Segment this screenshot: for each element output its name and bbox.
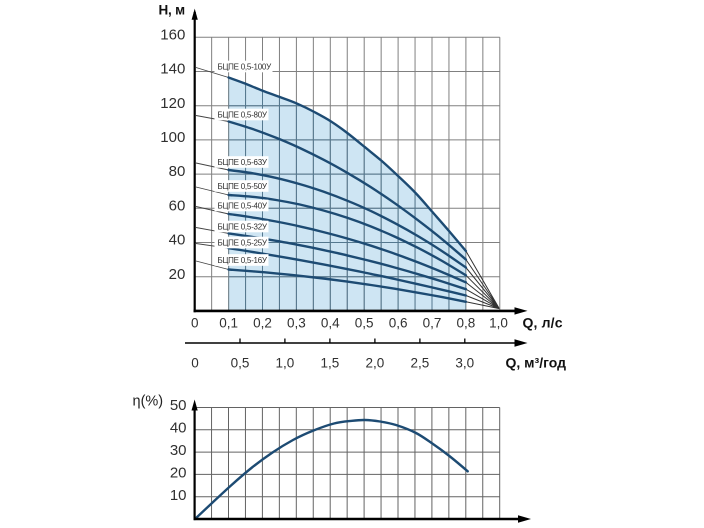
svg-text:1,5: 1,5 [321, 355, 340, 370]
svg-text:БЦПЕ 0,5-16У: БЦПЕ 0,5-16У [218, 256, 268, 265]
svg-text:2,0: 2,0 [366, 355, 385, 370]
svg-text:БЦПЕ 0,5-50У: БЦПЕ 0,5-50У [218, 182, 268, 191]
svg-text:140: 140 [160, 61, 185, 78]
svg-text:БЦПЕ 0,5-40У: БЦПЕ 0,5-40У [218, 201, 268, 210]
svg-text:2,5: 2,5 [411, 355, 430, 370]
svg-text:0,4: 0,4 [321, 315, 340, 330]
svg-text:50: 50 [170, 397, 187, 414]
svg-text:0,8: 0,8 [457, 315, 476, 330]
svg-text:1,0: 1,0 [489, 315, 508, 330]
svg-text:0: 0 [191, 315, 199, 330]
svg-text:60: 60 [169, 197, 186, 214]
svg-text:η(%): η(%) [133, 394, 164, 410]
svg-text:0,1: 0,1 [219, 315, 238, 330]
svg-text:20: 20 [169, 266, 186, 283]
svg-text:0: 0 [191, 355, 199, 370]
svg-text:80: 80 [169, 163, 186, 180]
svg-text:0,2: 0,2 [253, 315, 272, 330]
svg-text:120: 120 [160, 95, 185, 112]
svg-text:40: 40 [169, 232, 186, 249]
svg-text:БЦПЕ 0,5-100У: БЦПЕ 0,5-100У [218, 62, 273, 71]
svg-text:0,6: 0,6 [389, 315, 408, 330]
svg-text:0,7: 0,7 [423, 315, 442, 330]
svg-text:40: 40 [170, 419, 187, 436]
svg-text:Q, л/с: Q, л/с [523, 315, 563, 331]
svg-text:3,0: 3,0 [455, 355, 474, 370]
svg-text:1,0: 1,0 [276, 355, 295, 370]
svg-text:100: 100 [160, 129, 185, 146]
svg-text:БЦПЕ 0,5-25У: БЦПЕ 0,5-25У [218, 238, 268, 247]
svg-text:Н, м: Н, м [159, 3, 186, 18]
svg-text:БЦПЕ 0,5-32У: БЦПЕ 0,5-32У [218, 222, 268, 231]
svg-text:БЦПЕ 0,5-80У: БЦПЕ 0,5-80У [218, 110, 268, 119]
svg-text:Q, м³/год: Q, м³/год [506, 355, 567, 371]
svg-text:160: 160 [160, 26, 185, 43]
svg-text:БЦПЕ 0,5-63У: БЦПЕ 0,5-63У [218, 158, 268, 167]
svg-text:0,5: 0,5 [231, 355, 250, 370]
svg-text:0,5: 0,5 [355, 315, 374, 330]
svg-text:10: 10 [170, 487, 187, 504]
svg-text:30: 30 [170, 442, 187, 459]
svg-text:20: 20 [170, 464, 187, 481]
svg-text:0,3: 0,3 [287, 315, 306, 330]
